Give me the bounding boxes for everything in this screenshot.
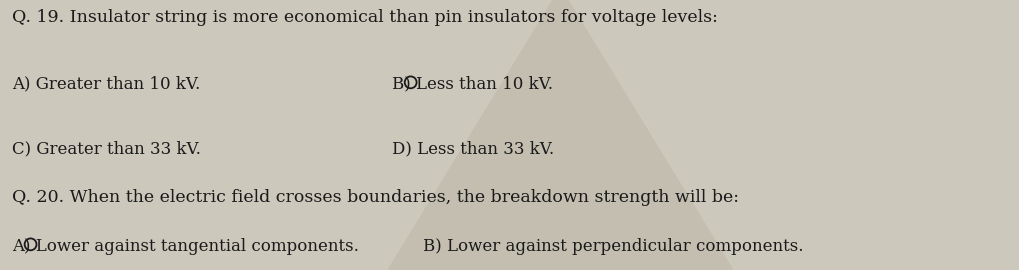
Text: Q. 20. When the electric field crosses boundaries, the breakdown strength will b: Q. 20. When the electric field crosses b… [12,189,739,206]
Text: B) Lower against perpendicular components.: B) Lower against perpendicular component… [423,238,803,255]
Text: B) Less than 10 kV.: B) Less than 10 kV. [392,76,553,93]
Text: Q. 19. Insulator string is more economical than pin insulators for voltage level: Q. 19. Insulator string is more economic… [12,9,718,26]
Polygon shape [387,0,734,270]
Text: C) Greater than 33 kV.: C) Greater than 33 kV. [12,140,201,157]
Text: D) Less than 33 kV.: D) Less than 33 kV. [392,140,554,157]
Text: A) Lower against tangential components.: A) Lower against tangential components. [12,238,359,255]
Text: A) Greater than 10 kV.: A) Greater than 10 kV. [12,76,201,93]
